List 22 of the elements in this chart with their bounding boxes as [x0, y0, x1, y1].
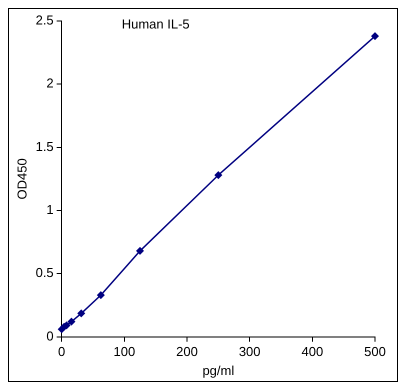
point — [77, 309, 86, 318]
chart-title: Human IL-5 — [122, 16, 190, 32]
x-axis-title: pg/ml — [202, 362, 234, 378]
x-tick-label: 0 — [58, 344, 66, 360]
y-tick-label: 2.5 — [36, 12, 54, 28]
chart-frame: pg/ml OD450 0 100 200 300 400 500 0 0.5 1 1.5 2 2.5 Human IL-5 — [8, 8, 398, 382]
point — [136, 246, 144, 255]
point — [96, 291, 105, 300]
x-tick-label: 100 — [113, 344, 136, 360]
x-tick-label: 200 — [176, 344, 198, 360]
y-tick-label: 0 — [46, 328, 54, 344]
x-tick-label: 300 — [238, 344, 261, 360]
x-tick-label: 500 — [364, 344, 386, 360]
y-tick-label: 0.5 — [36, 265, 54, 280]
y-tick-label: 2 — [46, 76, 54, 91]
point — [67, 318, 76, 326]
x-tick-label: 400 — [301, 344, 324, 360]
point — [214, 171, 222, 180]
y-tick-label: 1.5 — [36, 138, 54, 154]
y-tick-label: 1 — [46, 202, 54, 218]
y-axis-title: OD450 — [14, 158, 30, 200]
point — [371, 32, 379, 40]
